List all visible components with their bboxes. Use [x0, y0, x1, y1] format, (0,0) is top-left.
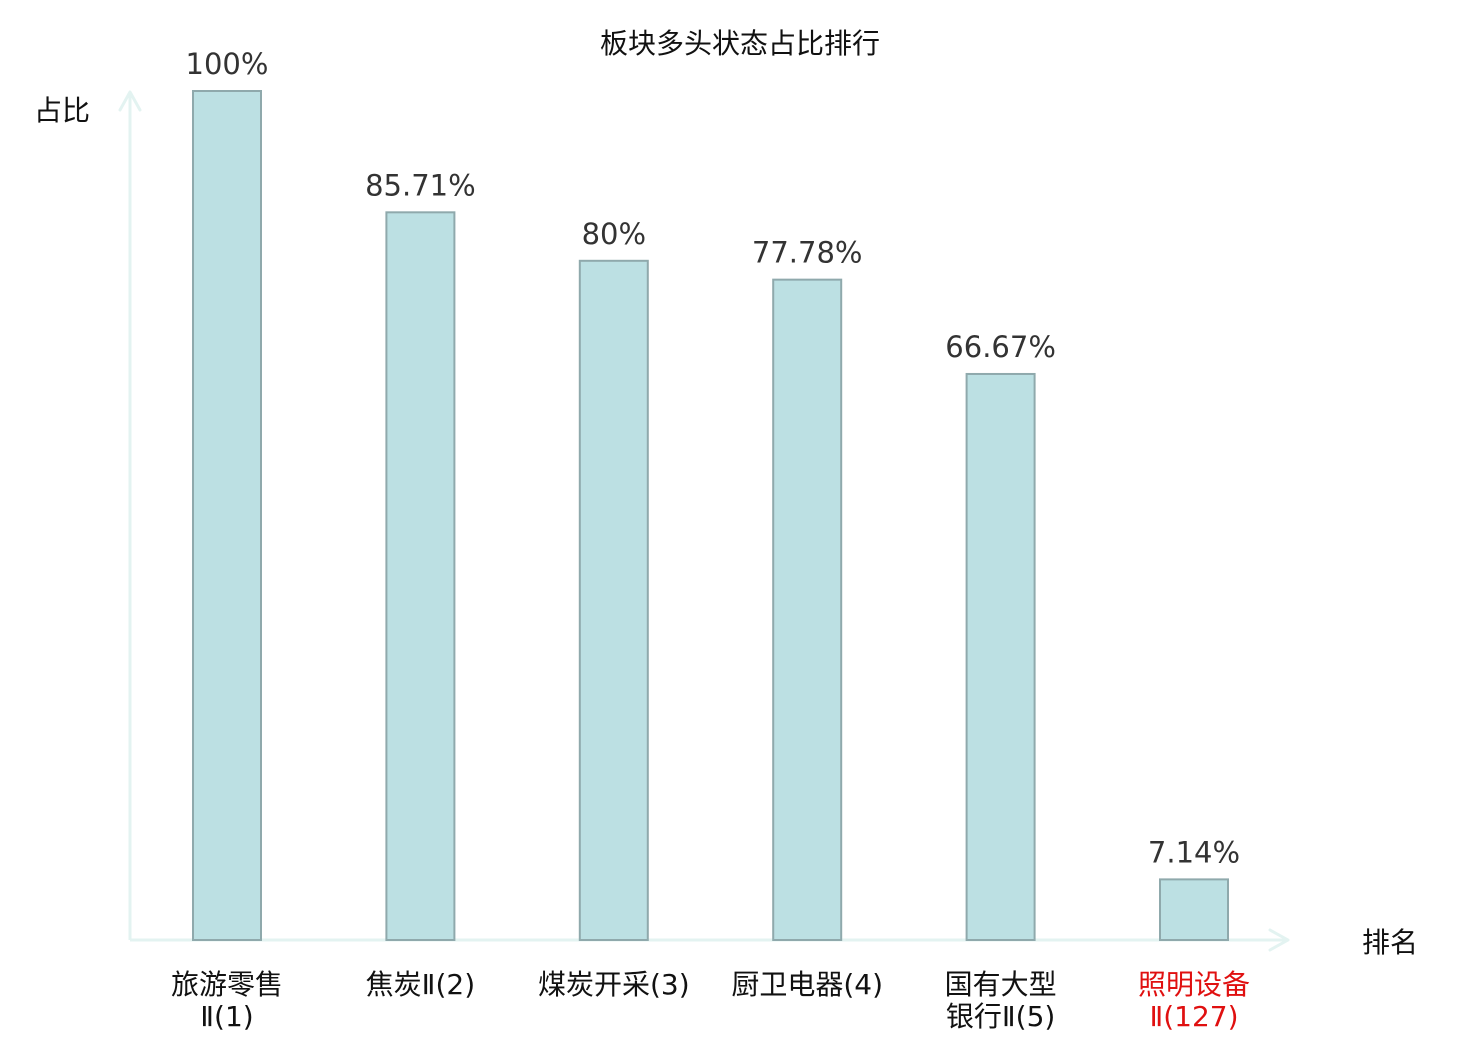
value-label: 66.67% — [945, 330, 1056, 364]
bar — [965, 372, 1036, 942]
value-label: 100% — [186, 47, 269, 81]
bar — [578, 259, 649, 941]
category-label: Ⅱ(127) — [1149, 1000, 1238, 1033]
y-axis-label: 占比 — [34, 94, 90, 127]
category-label: 旅游零售 — [171, 968, 283, 1001]
value-label: 80% — [582, 217, 646, 251]
chart-title: 板块多头状态占比排行 — [600, 27, 880, 60]
category-label: 焦炭Ⅱ(2) — [366, 968, 475, 1001]
category-label: 照明设备 — [1138, 968, 1250, 1001]
value-label: 85.71% — [365, 168, 476, 202]
x-axis-label: 排名 — [1362, 926, 1418, 959]
value-label: 77.78% — [752, 236, 863, 270]
category-label: 国有大型 — [945, 968, 1057, 1001]
category-label: Ⅱ(1) — [200, 1000, 253, 1033]
bar — [192, 90, 262, 941]
category-label: 厨卫电器(4) — [731, 968, 883, 1001]
category-label: 银行Ⅱ(5) — [946, 1000, 1055, 1033]
category-label: 煤炭开采(3) — [538, 968, 690, 1001]
value-label: 7.14% — [1148, 835, 1240, 869]
value-labels: 100% 85.71% 80% 77.78% 66.67% 7.14% — [186, 47, 1241, 869]
bar — [772, 278, 843, 941]
bar — [385, 211, 456, 942]
bar — [1159, 878, 1229, 942]
bar-series — [192, 90, 1229, 942]
